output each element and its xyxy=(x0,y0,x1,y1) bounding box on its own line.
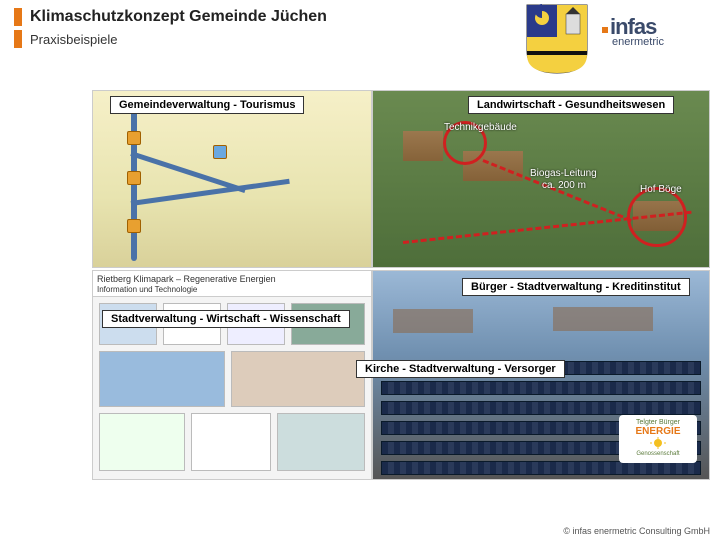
annot-biogas2: ca. 200 m xyxy=(542,180,586,191)
panel-klimapark: Rietberg Klimapark – Regenerative Energi… xyxy=(92,270,372,480)
panel-agriculture xyxy=(372,90,710,268)
solar-panel-row xyxy=(381,461,701,475)
page-title: Klimaschutzkonzept Gemeinde Jüchen xyxy=(30,8,327,26)
building-icon xyxy=(553,307,653,331)
energie-coop-logo: Telgter Bürger ENERGIE Genossenschaft xyxy=(619,415,697,463)
annot-technik: Technikgebäude xyxy=(444,122,517,133)
label-agriculture: Landwirtschaft - Gesundheitswesen xyxy=(468,96,674,114)
municipal-crest xyxy=(526,4,588,74)
klimapark-title: Rietberg Klimapark – Regenerative Energi… xyxy=(97,274,276,284)
accent-bar xyxy=(14,30,22,48)
collage-tile xyxy=(191,413,271,471)
klimapark-subline: Information und Technologie xyxy=(97,285,197,294)
map-poi-icon xyxy=(127,131,141,145)
building-icon xyxy=(393,309,473,333)
page-subtitle: Praxisbeispiele xyxy=(30,32,117,47)
annot-biogas1: Biogas-Leitung xyxy=(530,168,597,179)
collage-tile xyxy=(99,413,185,471)
logo-brand-bottom: enermetric xyxy=(612,36,710,48)
accent-bar xyxy=(14,8,22,26)
copyright: © infas enermetric Consulting GmbH xyxy=(563,526,710,536)
collage-tile xyxy=(99,351,225,407)
sun-icon xyxy=(648,437,668,449)
klimapark-header: Rietberg Klimapark – Regenerative Energi… xyxy=(93,271,371,297)
label-klimapark: Stadtverwaltung - Wirtschaft - Wissensch… xyxy=(102,310,350,328)
label-tourism: Gemeindeverwaltung - Tourismus xyxy=(110,96,304,114)
map-poi-icon xyxy=(127,171,141,185)
energie-line1: Telgter Bürger xyxy=(623,419,693,426)
annot-hof: Hof Böge xyxy=(640,184,682,195)
energie-line2: ENERGIE xyxy=(623,426,693,437)
logo-dot-icon xyxy=(602,27,608,33)
building-icon xyxy=(403,131,443,161)
energie-line3: Genossenschaft xyxy=(623,451,693,457)
solar-panel-row xyxy=(381,381,701,395)
map-poi-icon xyxy=(127,219,141,233)
map-road xyxy=(131,179,290,206)
map-poi-icon xyxy=(213,145,227,159)
solar-panel-row xyxy=(381,401,701,415)
panel-tourism xyxy=(92,90,372,268)
collage-tile xyxy=(231,351,365,407)
label-citizens: Bürger - Stadtverwaltung - Kreditinstitu… xyxy=(462,278,690,296)
highlight-ring-icon xyxy=(627,187,687,247)
label-church: Kirche - Stadtverwaltung - Versorger xyxy=(356,360,565,378)
infas-logo: infas enermetric xyxy=(602,14,710,62)
collage-tile xyxy=(277,413,365,471)
